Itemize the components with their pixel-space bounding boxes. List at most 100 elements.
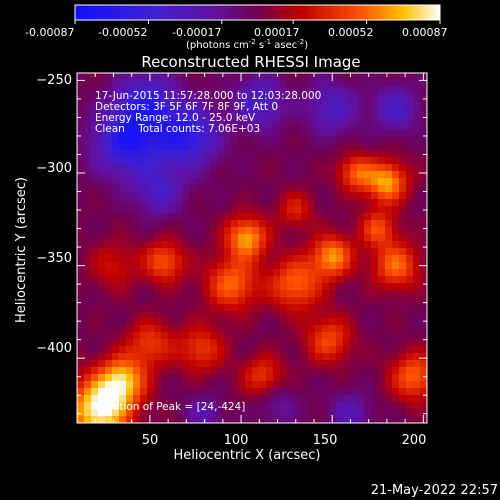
heatmap-cell (210, 395, 218, 403)
heatmap-cell (392, 248, 400, 256)
heatmap-cell (91, 213, 99, 221)
heatmap-cell (84, 276, 92, 284)
heatmap-cell (168, 339, 176, 347)
heatmap-cell (217, 164, 225, 172)
heatmap-cell (364, 402, 372, 410)
heatmap-cell (252, 248, 260, 256)
heatmap-cell (308, 108, 316, 116)
heatmap-cell (189, 164, 197, 172)
heatmap-cell (119, 136, 127, 144)
heatmap-cell (98, 206, 106, 214)
heatmap-cell (364, 325, 372, 333)
heatmap-cell (189, 395, 197, 403)
heatmap-cell (105, 94, 113, 102)
heatmap-cell (350, 206, 358, 214)
heatmap-cell (231, 129, 239, 137)
y-tick-label-minus-400: −400 (36, 341, 72, 356)
heatmap-cell (231, 185, 239, 193)
heatmap-cell (329, 360, 337, 368)
heatmap-cell (315, 185, 323, 193)
heatmap-cell (413, 353, 421, 361)
heatmap-cell (238, 248, 246, 256)
heatmap-cell (336, 122, 344, 130)
heatmap-cell (77, 346, 85, 354)
heatmap-cell (154, 388, 162, 396)
heatmap-cell (322, 178, 330, 186)
heatmap-cell (322, 367, 330, 375)
heatmap-cell (420, 143, 428, 151)
heatmap-cell (343, 220, 351, 228)
heatmap-cell (168, 115, 176, 123)
heatmap-cell (196, 73, 204, 81)
heatmap-cell (287, 150, 295, 158)
heatmap-cell (175, 367, 183, 375)
heatmap-cell (210, 339, 218, 347)
heatmap-cell (140, 255, 148, 263)
heatmap-cell (343, 381, 351, 389)
heatmap-cell (217, 220, 225, 228)
heatmap-cell (147, 318, 155, 326)
heatmap-cell (112, 94, 120, 102)
heatmap-cell (245, 220, 253, 228)
heatmap-cell (399, 311, 407, 319)
heatmap-cell (273, 318, 281, 326)
heatmap-cell (259, 409, 267, 417)
heatmap-cell (350, 171, 358, 179)
heatmap-cell (315, 192, 323, 200)
heatmap-cell (126, 332, 134, 340)
heatmap-cell (378, 409, 386, 417)
heatmap-cell (168, 248, 176, 256)
heatmap-cell (154, 94, 162, 102)
heatmap-cell (385, 311, 393, 319)
heatmap-cell (308, 311, 316, 319)
heatmap-cell (371, 199, 379, 207)
heatmap-cell (322, 185, 330, 193)
heatmap-cell (259, 241, 267, 249)
heatmap-cell (91, 136, 99, 144)
heatmap-cell (280, 199, 288, 207)
heatmap-cell (168, 136, 176, 144)
heatmap-cell (245, 325, 253, 333)
heatmap-cell (371, 206, 379, 214)
heatmap-cell (259, 73, 267, 81)
heatmap-cell (196, 297, 204, 305)
heatmap-cell (308, 262, 316, 270)
heatmap-cell (364, 108, 372, 116)
heatmap-cell (406, 192, 414, 200)
heatmap-cell (287, 129, 295, 137)
heatmap-cell (133, 220, 141, 228)
heatmap-cell (273, 402, 281, 410)
heatmap-cell (245, 234, 253, 242)
heatmap-cell (280, 227, 288, 235)
heatmap-cell (217, 395, 225, 403)
heatmap-cell (210, 402, 218, 410)
heatmap-cell (315, 87, 323, 95)
heatmap-cell (378, 241, 386, 249)
heatmap-cell (168, 234, 176, 242)
heatmap-cell (182, 339, 190, 347)
heatmap-cell (406, 143, 414, 151)
heatmap-cell (98, 192, 106, 200)
heatmap-cell (77, 283, 85, 291)
heatmap-cell (392, 143, 400, 151)
heatmap-cell (210, 262, 218, 270)
heatmap-cell (168, 416, 176, 424)
heatmap-cell (168, 262, 176, 270)
heatmap-cell (196, 304, 204, 312)
heatmap-cell (392, 206, 400, 214)
heatmap-cell (217, 115, 225, 123)
heatmap-cell (224, 276, 232, 284)
heatmap-cell (189, 80, 197, 88)
heatmap-cell (406, 269, 414, 277)
heatmap-cell (343, 108, 351, 116)
heatmap-cell (399, 143, 407, 151)
heatmap-cell (126, 346, 134, 354)
heatmap-cell (189, 297, 197, 305)
heatmap-cell (399, 409, 407, 417)
heatmap-cell (413, 108, 421, 116)
heatmap-cell (147, 402, 155, 410)
heatmap-cell (294, 73, 302, 81)
heatmap-cell (91, 290, 99, 298)
heatmap-cell (273, 122, 281, 130)
heatmap-cell (259, 346, 267, 354)
